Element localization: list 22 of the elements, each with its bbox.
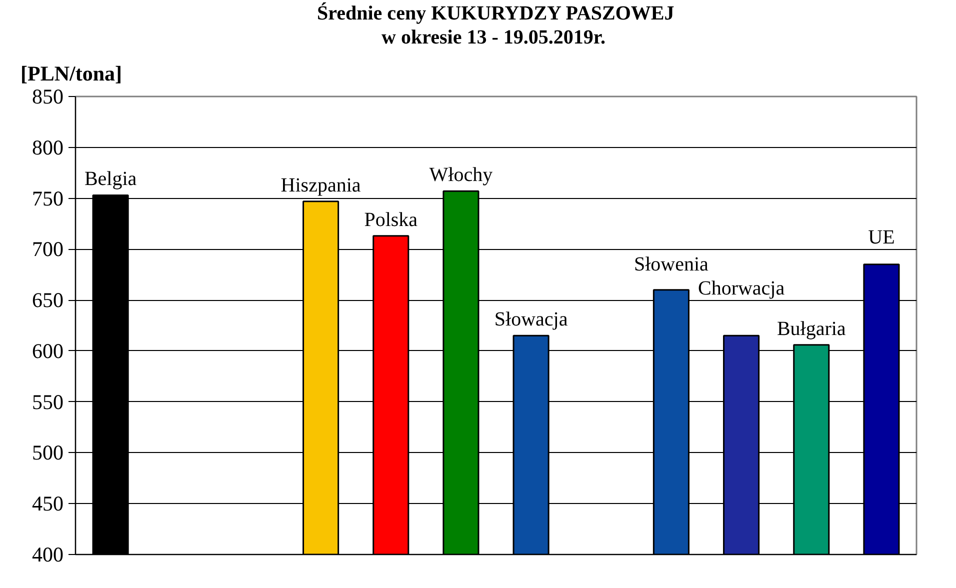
y-tick-label: 800 (32, 135, 64, 160)
y-axis-title: [PLN/tona] (20, 62, 122, 86)
y-tick-label: 400 (32, 542, 64, 566)
y-tick-label: 450 (32, 492, 64, 516)
x-tick-label: Chorwacja (698, 278, 785, 300)
chart-title: Średnie ceny KUKURYDZY PASZOWEJ (316, 2, 674, 24)
x-tick-label: Słowacja (494, 308, 568, 331)
y-tick-label: 850 (32, 84, 64, 108)
y-tick-label: 700 (32, 237, 64, 262)
x-tick-label: UE (868, 226, 895, 248)
y-tick-label: 500 (32, 440, 64, 465)
x-tick-label: Włochy (429, 164, 493, 186)
x-tick-label: Belgia (84, 168, 137, 190)
y-tick-label: 750 (32, 186, 64, 210)
x-tick-label: Słowenia (634, 254, 709, 276)
x-tick-label: Hiszpania (280, 174, 361, 196)
chart-subtitle: w okresie 13 - 19.05.2019r. (382, 26, 606, 48)
y-tick-label: 650 (32, 288, 64, 312)
x-tick-label: Polska (364, 208, 418, 231)
y-tick-label: 550 (32, 390, 64, 414)
x-tick-label: Bułgaria (776, 318, 846, 340)
y-tick-label: 600 (32, 338, 64, 363)
